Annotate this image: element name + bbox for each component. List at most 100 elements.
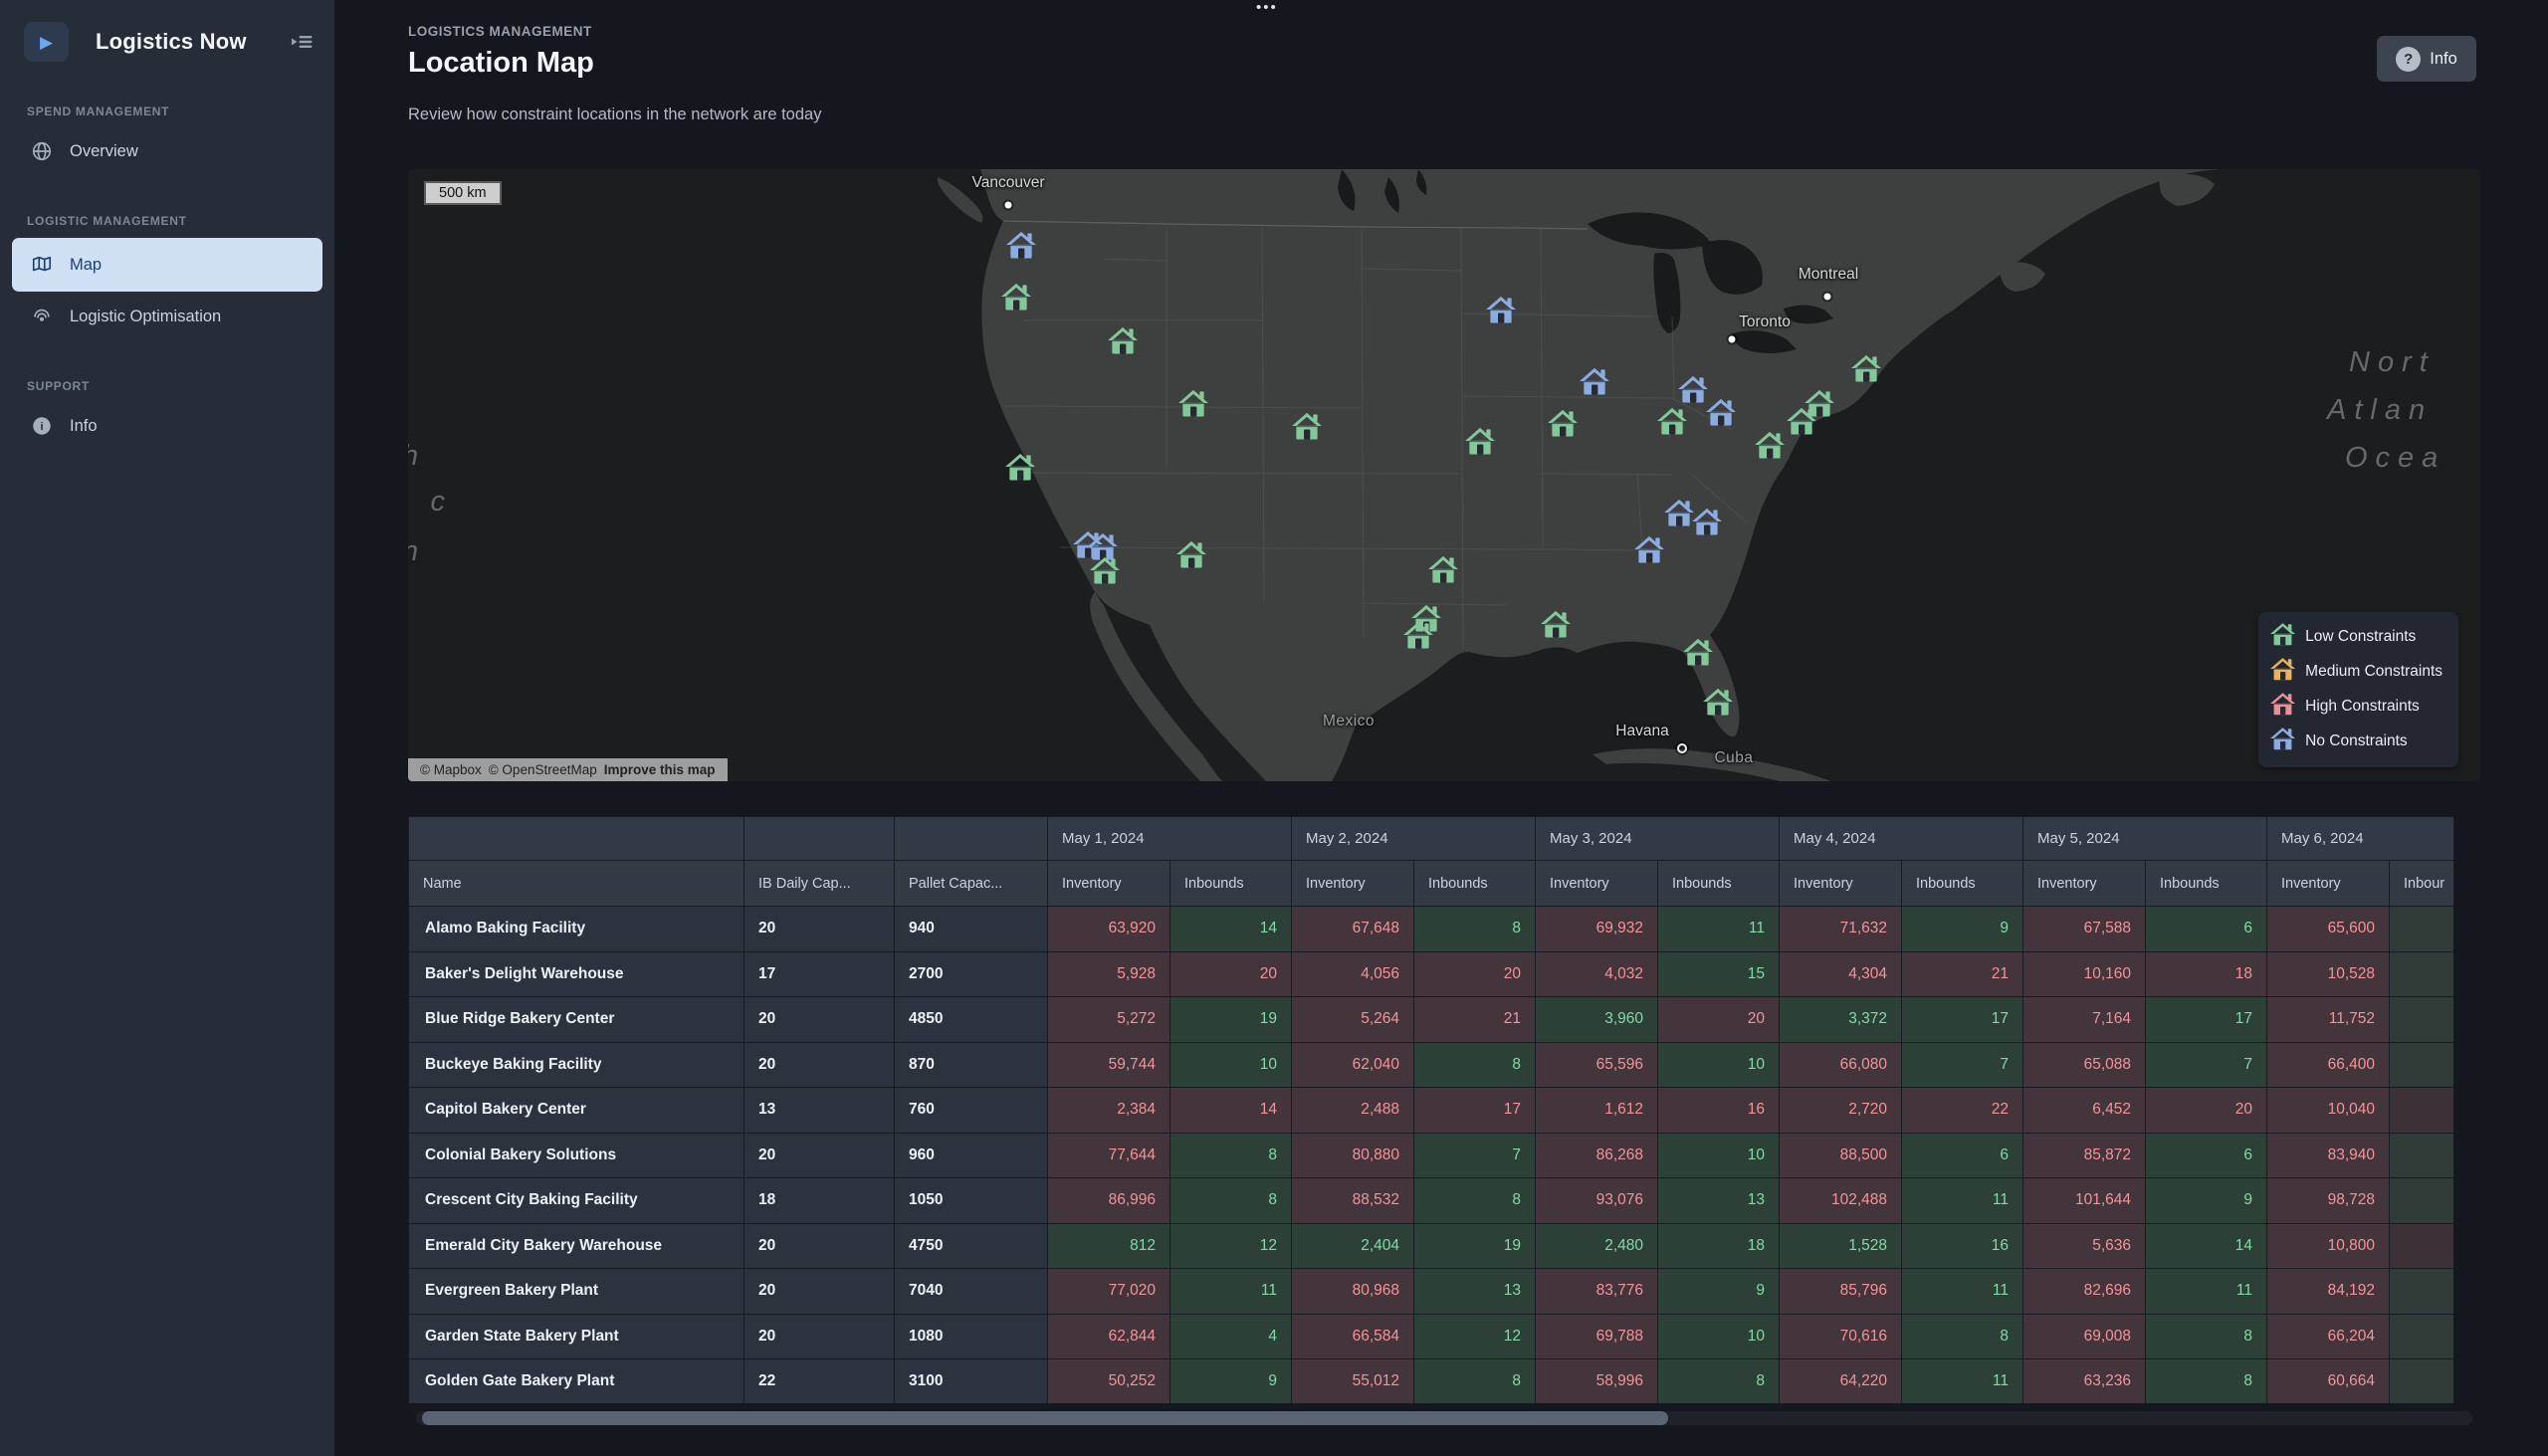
location-marker-low-constraints[interactable] [1805, 389, 1834, 422]
location-marker-none-constraints[interactable] [1088, 532, 1118, 565]
table-horizontal-scrollbar-thumb[interactable] [422, 1411, 1668, 1425]
inventory-cell: 10,528 [2266, 950, 2390, 997]
locations-table-area: May 1, 2024 May 2, 2024 May 3, 2024 May 4, … [408, 816, 2480, 1403]
inbounds-cell: 22 [1901, 1087, 2023, 1134]
facility-name-cell: Garden State Bakery Plant [408, 1313, 744, 1359]
location-marker-low-constraints[interactable] [1108, 326, 1138, 359]
sidebar-item-map[interactable]: Map [12, 238, 322, 292]
map-canvas[interactable]: Vancouver Montreal Toronto Mexico Havana Cuba… [408, 169, 2480, 781]
house-icon-low [2270, 622, 2296, 651]
inbounds-cell: 15 [1657, 950, 1780, 997]
inbounds-cell: 4 [1169, 1313, 1292, 1359]
inventory-cell: 1,612 [1535, 1087, 1658, 1134]
location-marker-low-constraints[interactable] [1090, 556, 1120, 589]
location-marker-low-constraints[interactable] [1851, 354, 1881, 387]
ib-daily-cap-cell: 17 [743, 950, 895, 997]
inbounds-cell: 6 [2145, 1132, 2267, 1178]
inventory-cell: 5,272 [1047, 996, 1170, 1043]
inventory-cell: 88,500 [1779, 1132, 1902, 1178]
inbounds-cell: 8 [1413, 906, 1536, 952]
info-button[interactable]: ? Info [2377, 36, 2476, 82]
legend-item-label: Medium Constraints [2305, 662, 2442, 680]
location-marker-low-constraints[interactable] [1683, 638, 1713, 671]
legend-item-medium: Medium Constraints [2270, 657, 2442, 686]
page-eyebrow: LOGISTICS MANAGEMENT [408, 24, 592, 39]
location-marker-none-constraints[interactable] [1664, 499, 1694, 531]
locations-table: May 1, 2024 May 2, 2024 May 3, 2024 May 4, … [408, 816, 2454, 1403]
location-marker-none-constraints[interactable] [1634, 535, 1664, 568]
location-marker-none-constraints[interactable] [1580, 367, 1609, 400]
inventory-cell: 66,080 [1779, 1041, 1902, 1088]
globe-icon [30, 139, 54, 163]
inventory-cell: 83,776 [1535, 1268, 1658, 1315]
location-marker-low-constraints[interactable] [1403, 621, 1433, 654]
inbounds-cell: 17 [1413, 1087, 1536, 1134]
inventory-cell: 2,720 [1779, 1087, 1902, 1134]
sidebar-collapse-icon[interactable] [291, 31, 315, 53]
inbounds-cell: 18 [1657, 1222, 1780, 1269]
inbounds-cell: 9 [1169, 1358, 1292, 1403]
table-date-header: May 1, 2024 [1047, 816, 1292, 861]
table-horizontal-scrollbar[interactable] [416, 1411, 2472, 1425]
map-dot-havana [1677, 743, 1687, 753]
inbounds-cell: 8 [2145, 1313, 2267, 1359]
inventory-cell: 64,220 [1779, 1358, 1902, 1403]
ocean-label: i c [408, 486, 453, 518]
facility-name-cell: Capitol Bakery Center [408, 1087, 744, 1134]
location-marker-low-constraints[interactable] [1703, 688, 1733, 721]
location-marker-low-constraints[interactable] [1548, 409, 1578, 442]
inbounds-cell: 20 [1169, 950, 1292, 997]
inbounds-cell: 7 [2145, 1041, 2267, 1088]
location-marker-low-constraints[interactable] [1428, 555, 1458, 588]
table-row: Capitol Bakery Center 13 760 2,384 14 2,488 17… [408, 1087, 2454, 1134]
table-column-header-row: Name IB Daily Cap... Pallet Capac... Invent… [408, 860, 2454, 907]
location-marker-low-constraints[interactable] [1001, 283, 1031, 315]
location-marker-low-constraints[interactable] [1176, 540, 1206, 573]
inventory-cell: 66,584 [1291, 1313, 1414, 1359]
pallet-capacity-cell: 3100 [894, 1358, 1048, 1403]
inbounds-cell: 7 [1413, 1132, 1536, 1178]
location-marker-low-constraints[interactable] [1005, 453, 1035, 486]
play-icon: ▶ [39, 32, 54, 52]
sidebar-nav: SPEND MANAGEMENT Overview LOGISTIC MANAGEM… [0, 62, 334, 451]
improve-map-link[interactable]: Improve this map [603, 762, 716, 777]
sidebar-item-info[interactable]: i Info [12, 403, 322, 449]
location-marker-none-constraints[interactable] [1678, 375, 1708, 408]
map-scale: 500 km [424, 181, 502, 205]
inbounds-cell: 8 [1901, 1313, 2023, 1359]
inbounds-cell: 11 [1657, 906, 1780, 952]
location-marker-low-constraints[interactable] [1292, 412, 1322, 445]
legend-item-low: Low Constraints [2270, 622, 2442, 651]
location-marker-low-constraints[interactable] [1657, 407, 1687, 440]
inventory-cell: 3,372 [1779, 996, 1902, 1043]
inbounds-cell: 12 [1169, 1222, 1292, 1269]
map-icon [30, 253, 54, 277]
ib-daily-cap-cell: 22 [743, 1358, 895, 1403]
sidebar-item-logistic-optimisation[interactable]: Logistic Optimisation [12, 294, 322, 339]
location-marker-none-constraints[interactable] [1706, 398, 1736, 431]
location-marker-low-constraints[interactable] [1787, 407, 1816, 440]
table-row: Crescent City Baking Facility 18 1050 86,99… [408, 1177, 2454, 1224]
table-column-header-ib-daily-cap: IB Daily Cap... [743, 860, 895, 907]
location-marker-none-constraints[interactable] [1486, 296, 1516, 328]
inventory-cell: 4,056 [1291, 950, 1414, 997]
inbounds-cell: 17 [2145, 996, 2267, 1043]
location-marker-none-constraints[interactable] [1006, 231, 1036, 264]
location-marker-low-constraints[interactable] [1465, 427, 1495, 460]
table-column-header-inbounds: Inbour [2389, 860, 2454, 907]
inventory-cell: 70,616 [1779, 1313, 1902, 1359]
ib-daily-cap-cell: 20 [743, 1132, 895, 1178]
location-marker-low-constraints[interactable] [1541, 610, 1571, 643]
table-date-header: May 2, 2024 [1291, 816, 1536, 861]
location-marker-low-constraints[interactable] [1755, 431, 1785, 464]
legend-item-label: High Constraints [2305, 697, 2420, 715]
house-icon-none [2270, 727, 2296, 755]
location-marker-low-constraints[interactable] [1178, 389, 1208, 422]
sidebar-item-overview[interactable]: Overview [12, 128, 322, 174]
pallet-capacity-cell: 4750 [894, 1222, 1048, 1269]
osm-attribution-link[interactable]: © OpenStreetMap [488, 762, 597, 777]
sidebar-section-label: LOGISTIC MANAGEMENT [27, 214, 187, 228]
mapbox-attribution-link[interactable]: © Mapbox [420, 762, 482, 777]
location-marker-none-constraints[interactable] [1692, 508, 1722, 540]
inbounds-cell: 21 [1901, 950, 2023, 997]
